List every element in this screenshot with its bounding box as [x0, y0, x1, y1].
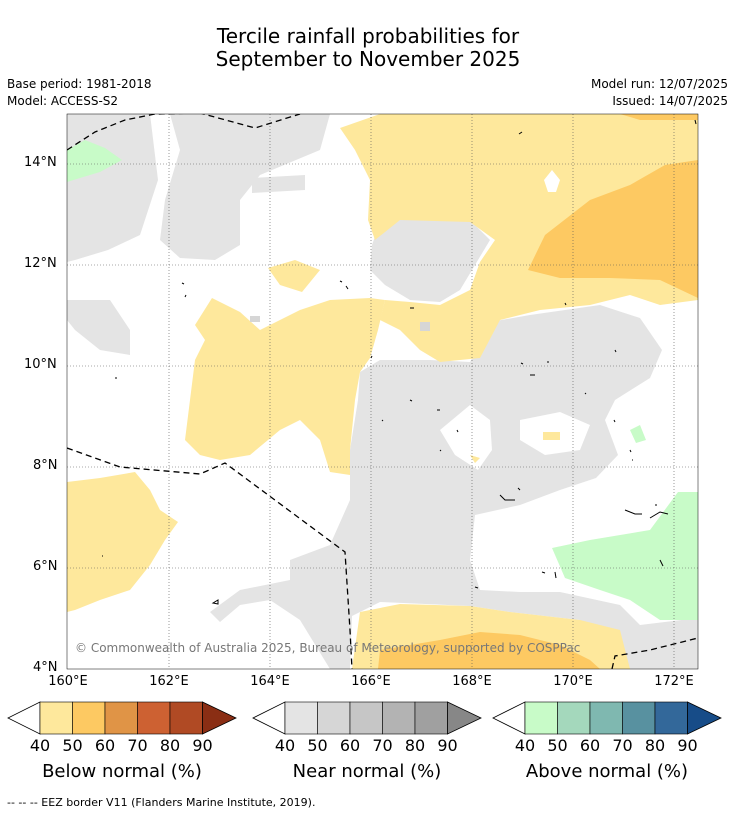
- map-plot-area: [67, 114, 698, 669]
- near-normal-region: [210, 305, 698, 669]
- colorbar-swatch: [104, 701, 138, 735]
- colorbar-swatch: [202, 701, 237, 735]
- colorbar-swatch: [137, 701, 171, 735]
- eez-border: [67, 114, 698, 669]
- lon-label: 172°E: [654, 674, 694, 689]
- below-normal-region: [268, 260, 320, 292]
- lon-label: 160°E: [48, 674, 88, 689]
- below-normal-region: [470, 455, 480, 463]
- lon-label: 168°E: [452, 674, 492, 689]
- above-normal-region: [552, 492, 698, 620]
- colorbar-swatch: [589, 701, 623, 735]
- lat-label: 6°N: [33, 559, 58, 574]
- lat-label: 4°N: [33, 660, 58, 675]
- below-normal-region: [528, 160, 698, 298]
- colorbar-swatch: [349, 701, 383, 735]
- colorbar-swatch: [557, 701, 591, 735]
- lon-label: 162°E: [149, 674, 189, 689]
- colorbar-swatch: [169, 701, 203, 735]
- colorbar-tick: 40: [274, 736, 296, 755]
- colorbar-swatch: [284, 701, 318, 735]
- map-title-line-1: Tercile rainfall probabilities for: [216, 24, 520, 48]
- base-period-text: Base period: 1981-2018: [7, 77, 152, 91]
- lon-label: 170°E: [553, 674, 593, 689]
- colorbar-tick: 90: [437, 736, 458, 755]
- copyright-notice: © Commonwealth of Australia 2025, Bureau…: [75, 641, 581, 655]
- lat-label: 8°N: [33, 458, 58, 473]
- below-normal-region: [543, 432, 560, 440]
- colorbar-tick: 70: [372, 736, 393, 755]
- near-normal-region: [252, 175, 305, 193]
- below-normal-region: [378, 632, 600, 669]
- lat-label: 12°N: [24, 256, 57, 271]
- colorbar-swatch: [524, 701, 558, 735]
- map-frame: [66, 113, 699, 670]
- model-run-text: Model run: 12/07/2025: [590, 77, 728, 91]
- island-outlines: [102, 119, 697, 605]
- colorbar-tick: 40: [514, 736, 536, 755]
- colorbar-swatch: [687, 701, 722, 735]
- colorbar-swatch: [72, 701, 106, 735]
- lat-label: 14°N: [24, 155, 57, 170]
- colorbar-tick: 50: [547, 736, 568, 755]
- below-normal-region: [340, 114, 698, 362]
- lat-label: 10°N: [24, 357, 57, 372]
- lon-label: 166°E: [351, 674, 391, 689]
- below-normal-region: [185, 298, 385, 475]
- colorbar-tick: 80: [404, 736, 426, 755]
- eez-footer-note: -- -- -- EEZ border V11 (Flanders Marine…: [7, 796, 316, 809]
- colorbar-tick: 80: [159, 736, 181, 755]
- lon-label: 164°E: [250, 674, 290, 689]
- colorbar-swatch: [382, 701, 416, 735]
- colorbar-below-normal: [7, 701, 237, 735]
- colorbar-near-normal: [252, 701, 482, 735]
- colorbar-tick: 90: [677, 736, 698, 755]
- colorbar-tick: 90: [192, 736, 213, 755]
- colorbar-swatch: [447, 701, 482, 735]
- near-normal-region: [370, 218, 490, 302]
- colorbar-tick: 50: [307, 736, 328, 755]
- colorbar-tick: 60: [579, 736, 601, 755]
- colorbar-tick: 70: [612, 736, 633, 755]
- colorbar-label-below: Below normal (%): [42, 761, 202, 782]
- graticule: [67, 114, 698, 669]
- map-title-line-2: September to November 2025: [215, 47, 521, 71]
- below-normal-region: [620, 114, 698, 120]
- above-normal-region: [67, 140, 122, 182]
- model-text: Model: ACCESS-S2: [7, 94, 119, 108]
- colorbar-swatch: [39, 701, 73, 735]
- colorbar-tick: 40: [29, 736, 51, 755]
- colorbar-tick: 60: [339, 736, 361, 755]
- colorbar-swatch: [654, 701, 688, 735]
- colorbar-label-near: Near normal (%): [292, 761, 442, 782]
- near-normal-region: [440, 405, 492, 470]
- colorbar-tick: 50: [62, 736, 83, 755]
- colorbar-above-normal: [492, 701, 722, 735]
- colorbar-tick: 60: [94, 736, 116, 755]
- colorbar-label-above: Above normal (%): [525, 761, 689, 782]
- above-normal-region: [630, 425, 646, 443]
- colorbar-tick: 80: [644, 736, 666, 755]
- colorbar-tick: 70: [127, 736, 148, 755]
- colorbar-swatch: [622, 701, 656, 735]
- near-normal-region: [160, 114, 330, 260]
- near-normal-region: [67, 300, 130, 355]
- issued-text: Issued: 14/07/2025: [612, 94, 728, 108]
- below-normal-region: [67, 472, 178, 612]
- colorbar-swatch: [317, 701, 351, 735]
- colorbar-swatch: [414, 701, 448, 735]
